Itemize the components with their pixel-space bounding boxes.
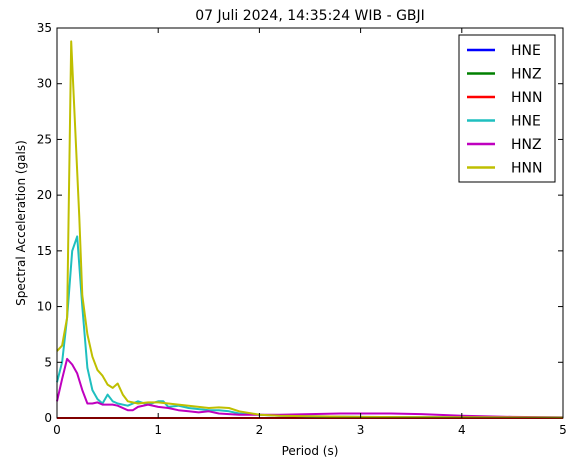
x-tick-label: 3 (357, 423, 365, 437)
y-tick-label: 35 (37, 21, 52, 35)
chart-title: 07 Juli 2024, 14:35:24 WIB - GBJI (195, 8, 425, 24)
axis-ticks: 0 1 2 3 4 5 0 5 10 15 20 25 30 35 (37, 21, 566, 437)
x-axis-label: Period (s) (282, 444, 339, 457)
y-tick-label: 30 (37, 77, 52, 91)
series-line-4 (56, 357, 564, 419)
legend-box (458, 34, 556, 183)
x-tick-label: 2 (256, 423, 264, 437)
y-tick-label: 0 (44, 411, 52, 425)
legend-label: HNE (511, 114, 541, 130)
series-line-5 (56, 40, 564, 419)
legend: HNE HNZ HNN HNE HNZ HNN (458, 34, 556, 183)
y-tick-label: 15 (37, 244, 52, 258)
y-tick-label: 5 (44, 355, 52, 369)
y-tick-label: 20 (37, 188, 52, 202)
series-line-3 (56, 235, 564, 419)
x-tick-label: 5 (559, 423, 566, 437)
y-tick-label: 25 (37, 132, 52, 146)
legend-label: HNN (511, 90, 542, 106)
legend-label: HNZ (511, 67, 542, 83)
legend-label: HNE (511, 43, 541, 59)
y-axis-label: Spectral Acceleration (gals) (14, 140, 28, 306)
legend-label: HNN (511, 161, 542, 177)
x-tick-label: 1 (154, 423, 162, 437)
y-tick-label: 10 (37, 300, 52, 314)
x-tick-label: 0 (53, 423, 61, 437)
legend-label: HNZ (511, 137, 542, 153)
plot-frame (56, 27, 564, 419)
x-tick-label: 4 (458, 423, 466, 437)
